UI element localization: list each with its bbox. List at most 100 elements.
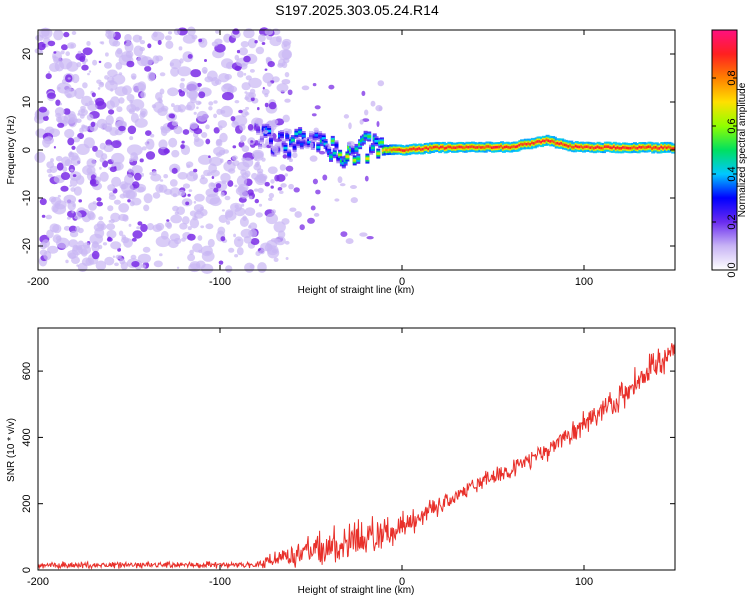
noise-speckle bbox=[137, 253, 151, 264]
noise-speckle bbox=[312, 83, 317, 87]
noise-speckle bbox=[180, 144, 185, 150]
noise-speckle bbox=[205, 193, 220, 205]
noise-speckle bbox=[237, 70, 244, 78]
snr-y-label: SNR (10 * v/v) bbox=[6, 418, 17, 482]
noise-speckle bbox=[221, 58, 234, 69]
noise-speckle bbox=[224, 195, 231, 201]
y-tick-label: 400 bbox=[21, 428, 33, 446]
noise-speckle bbox=[108, 109, 115, 115]
noise-speckle bbox=[262, 86, 265, 90]
noise-speckle bbox=[186, 91, 189, 95]
noise-speckle bbox=[280, 183, 287, 188]
noise-speckle bbox=[193, 128, 203, 135]
noise-speckle bbox=[240, 169, 247, 176]
noise-speckle bbox=[205, 124, 210, 130]
noise-speckle bbox=[145, 138, 155, 150]
noise-speckle bbox=[110, 241, 122, 250]
noise-speckle bbox=[213, 187, 219, 193]
noise-speckle bbox=[63, 225, 71, 231]
noise-speckle bbox=[248, 77, 262, 89]
noise-speckle bbox=[61, 44, 68, 51]
noise-speckle bbox=[82, 165, 96, 176]
noise-speckle bbox=[67, 137, 75, 146]
noise-speckle bbox=[104, 62, 112, 69]
signal-cell-core bbox=[367, 135, 372, 138]
noise-speckle bbox=[193, 138, 204, 147]
noise-speckle bbox=[263, 176, 267, 179]
noise-speckle bbox=[196, 82, 202, 87]
y-tick-label: -20 bbox=[21, 238, 33, 254]
x-tick-label: -200 bbox=[27, 276, 49, 288]
noise-speckle bbox=[171, 103, 175, 108]
noise-speckle bbox=[261, 88, 270, 95]
noise-speckle bbox=[167, 87, 179, 97]
noise-speckle bbox=[56, 237, 70, 249]
noise-speckle bbox=[113, 199, 121, 205]
noise-speckle bbox=[137, 55, 149, 67]
noise-speckle bbox=[128, 168, 133, 173]
snr-frame bbox=[37, 327, 676, 571]
noise-speckle bbox=[213, 113, 218, 119]
noise-speckle bbox=[65, 259, 69, 264]
noise-speckle bbox=[152, 170, 157, 176]
noise-speckle bbox=[144, 65, 152, 72]
noise-speckle bbox=[85, 102, 89, 106]
noise-speckle bbox=[89, 233, 104, 245]
noise-speckle bbox=[309, 155, 318, 162]
noise-speckle bbox=[264, 93, 269, 98]
noise-speckle bbox=[128, 223, 132, 227]
noise-speckle bbox=[65, 51, 70, 57]
noise-speckle bbox=[264, 102, 269, 108]
noise-speckle bbox=[350, 184, 357, 190]
noise-speckle bbox=[132, 34, 142, 43]
noise-speckle bbox=[72, 244, 79, 252]
noise-speckle bbox=[285, 257, 289, 260]
noise-speckle bbox=[210, 182, 215, 187]
noise-speckle bbox=[293, 187, 300, 193]
noise-speckle bbox=[288, 158, 293, 163]
noise-speckle bbox=[272, 76, 280, 83]
noise-speckle bbox=[91, 92, 96, 98]
noise-speckle bbox=[177, 189, 186, 196]
noise-speckle bbox=[313, 212, 320, 217]
signal-cell-core bbox=[316, 146, 321, 149]
noise-speckle bbox=[126, 94, 135, 102]
noise-speckle bbox=[252, 149, 264, 159]
colorbar-gradient bbox=[712, 30, 737, 270]
noise-speckle bbox=[141, 264, 147, 269]
noise-speckle bbox=[238, 141, 245, 148]
noise-speckle bbox=[248, 92, 256, 99]
noise-speckle bbox=[239, 123, 246, 131]
noise-speckle bbox=[95, 149, 104, 158]
noise-speckle bbox=[69, 230, 79, 238]
noise-speckle bbox=[265, 213, 278, 225]
noise-speckle bbox=[278, 49, 292, 61]
noise-speckle bbox=[314, 105, 321, 110]
noise-speckle bbox=[284, 240, 290, 245]
colorbar-tick-label: 0.2 bbox=[726, 214, 738, 229]
noise-speckle bbox=[169, 233, 181, 242]
noise-speckle bbox=[53, 146, 57, 149]
noise-speckle bbox=[105, 80, 118, 91]
noise-speckle bbox=[337, 176, 343, 184]
noise-speckle bbox=[327, 145, 331, 149]
noise-speckle bbox=[145, 151, 156, 160]
noise-speckle bbox=[205, 223, 214, 230]
noise-speckle bbox=[46, 161, 55, 169]
signal-cell-core bbox=[374, 139, 379, 143]
noise-speckle bbox=[309, 142, 314, 148]
noise-speckle bbox=[160, 126, 164, 131]
noise-speckle bbox=[249, 264, 255, 269]
noise-speckle bbox=[82, 82, 88, 89]
signal-cell-core bbox=[376, 152, 381, 155]
colorbar-tick-label: 0.4 bbox=[726, 166, 738, 181]
noise-speckle bbox=[52, 224, 62, 234]
noise-speckle bbox=[102, 242, 108, 246]
spectrogram-x-ticks: -200 -100 0 100 bbox=[27, 30, 593, 288]
noise-speckle bbox=[270, 185, 274, 189]
noise-speckle bbox=[281, 40, 291, 51]
x-tick-label: 100 bbox=[575, 276, 593, 288]
noise-speckle bbox=[228, 168, 236, 174]
noise-speckle bbox=[204, 59, 207, 62]
noise-speckle bbox=[208, 106, 213, 111]
